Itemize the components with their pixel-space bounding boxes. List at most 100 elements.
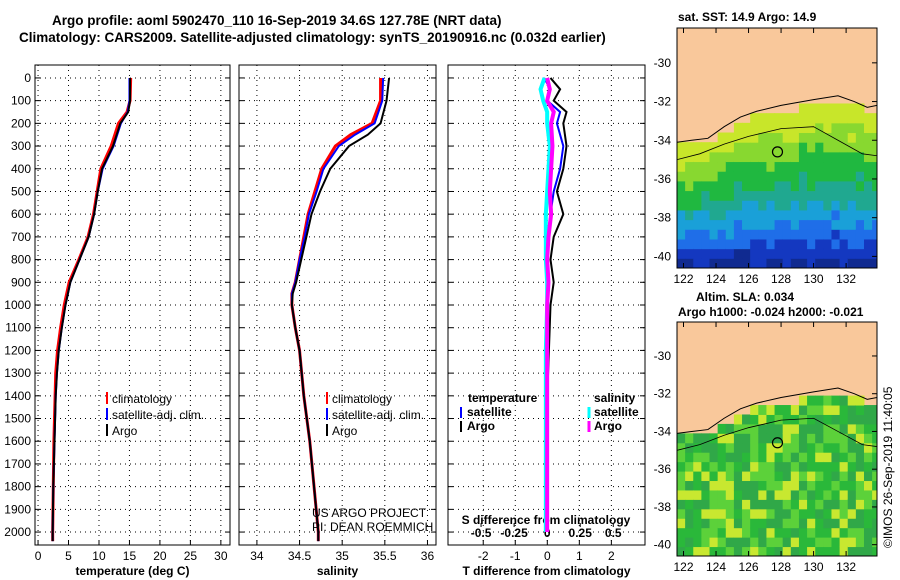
- map-cell: [872, 151, 877, 163]
- map-cell: [807, 414, 816, 425]
- map-cell: [693, 489, 702, 500]
- map-cell: [790, 219, 800, 230]
- map-cell: [758, 238, 767, 250]
- map-cell: [872, 229, 877, 240]
- map-cell: [693, 248, 702, 259]
- map-cell: [823, 180, 832, 192]
- map-cell: [766, 405, 776, 415]
- x-tick-label: 5: [65, 549, 72, 563]
- map-cell: [798, 537, 808, 548]
- map-cell: [717, 537, 727, 548]
- map-cell: [782, 461, 792, 472]
- map-cell: [831, 151, 841, 163]
- map-cell: [855, 433, 865, 444]
- map-cell: [823, 142, 832, 153]
- map-cell: [677, 508, 686, 519]
- map-cell: [709, 499, 719, 510]
- map-cell: [863, 452, 873, 463]
- lon-tick-label: 124: [706, 272, 726, 286]
- map-cell: [855, 442, 865, 453]
- map-cell: [798, 395, 808, 406]
- map-cell: [709, 452, 719, 463]
- map-cell: [685, 180, 694, 192]
- map-cell: [725, 200, 735, 211]
- map-cell: [831, 229, 841, 240]
- map-cell: [790, 248, 800, 259]
- map-cell: [725, 171, 735, 182]
- map-cell: [758, 499, 767, 510]
- map-cell: [725, 442, 735, 453]
- map-cell: [685, 142, 694, 153]
- map-cell: [823, 546, 832, 556]
- map-cell: [855, 229, 865, 240]
- map-cell: [847, 151, 857, 163]
- map-cell: [685, 442, 694, 453]
- map-cell: [742, 229, 751, 240]
- map-cell: [831, 471, 841, 482]
- map-cell: [798, 452, 808, 463]
- map-cell: [717, 452, 727, 463]
- map-cell: [733, 461, 743, 472]
- map-cell: [790, 132, 800, 143]
- map-cell: [701, 433, 711, 444]
- map-cell: [823, 442, 832, 453]
- legend-label: Argo: [467, 419, 495, 433]
- map-cell: [774, 209, 784, 221]
- map-cell: [823, 248, 832, 259]
- map-cell: [717, 161, 727, 172]
- sla-map-title-2: Argo h1000: -0.024 h2000: -0.021: [678, 305, 864, 319]
- map-cell: [782, 471, 792, 482]
- map-cell: [733, 480, 743, 491]
- map-cell: [758, 248, 767, 259]
- depth-tick-label: 1800: [4, 480, 31, 494]
- map-cell: [863, 508, 873, 519]
- map-cell: [798, 190, 808, 201]
- map-cell: [831, 209, 841, 221]
- map-cell: [693, 151, 702, 163]
- map-cell: [807, 508, 816, 519]
- map-cell: [798, 122, 808, 134]
- map-cell: [798, 142, 808, 153]
- map-cell: [750, 461, 759, 472]
- map-cell: [725, 489, 735, 500]
- map-cell: [733, 546, 743, 556]
- map-cell: [839, 229, 849, 240]
- map-cell: [677, 518, 686, 529]
- map-cell: [815, 442, 824, 453]
- map-cell: [701, 461, 711, 472]
- map-cell: [807, 537, 816, 548]
- map-cell: [677, 238, 686, 250]
- map-cell: [774, 423, 784, 434]
- map-cell: [701, 537, 711, 548]
- map-cell: [725, 461, 735, 472]
- map-cell: [677, 151, 686, 163]
- map-cell: [774, 527, 784, 538]
- x-tick-label: -1: [510, 549, 521, 563]
- map-cell: [750, 546, 759, 556]
- plot-frame: [34, 64, 231, 546]
- map-cell: [709, 489, 719, 500]
- map-cell: [847, 180, 857, 192]
- legend-title-salinity: salinity: [594, 391, 636, 405]
- map-cell: [815, 200, 824, 211]
- map-cell: [831, 405, 841, 415]
- map-cell: [855, 171, 865, 182]
- map-cell: [815, 132, 824, 143]
- map-cell: [725, 209, 735, 221]
- map-cell: [815, 405, 824, 415]
- map-cell: [863, 200, 873, 211]
- map-cell: [693, 442, 702, 453]
- map-cell: [847, 461, 857, 472]
- map-cell: [847, 113, 857, 124]
- depth-tick-label: 2000: [4, 525, 31, 539]
- map-cell: [798, 508, 808, 519]
- map-cell: [717, 132, 727, 143]
- map-cell: [774, 200, 784, 211]
- map-cell: [823, 190, 832, 201]
- map-cell: [766, 423, 776, 434]
- s-diff-tick-label: 0: [544, 526, 551, 540]
- map-cell: [831, 238, 841, 250]
- map-cell: [677, 546, 686, 556]
- map-cell: [750, 142, 759, 153]
- map-cell: [677, 209, 686, 221]
